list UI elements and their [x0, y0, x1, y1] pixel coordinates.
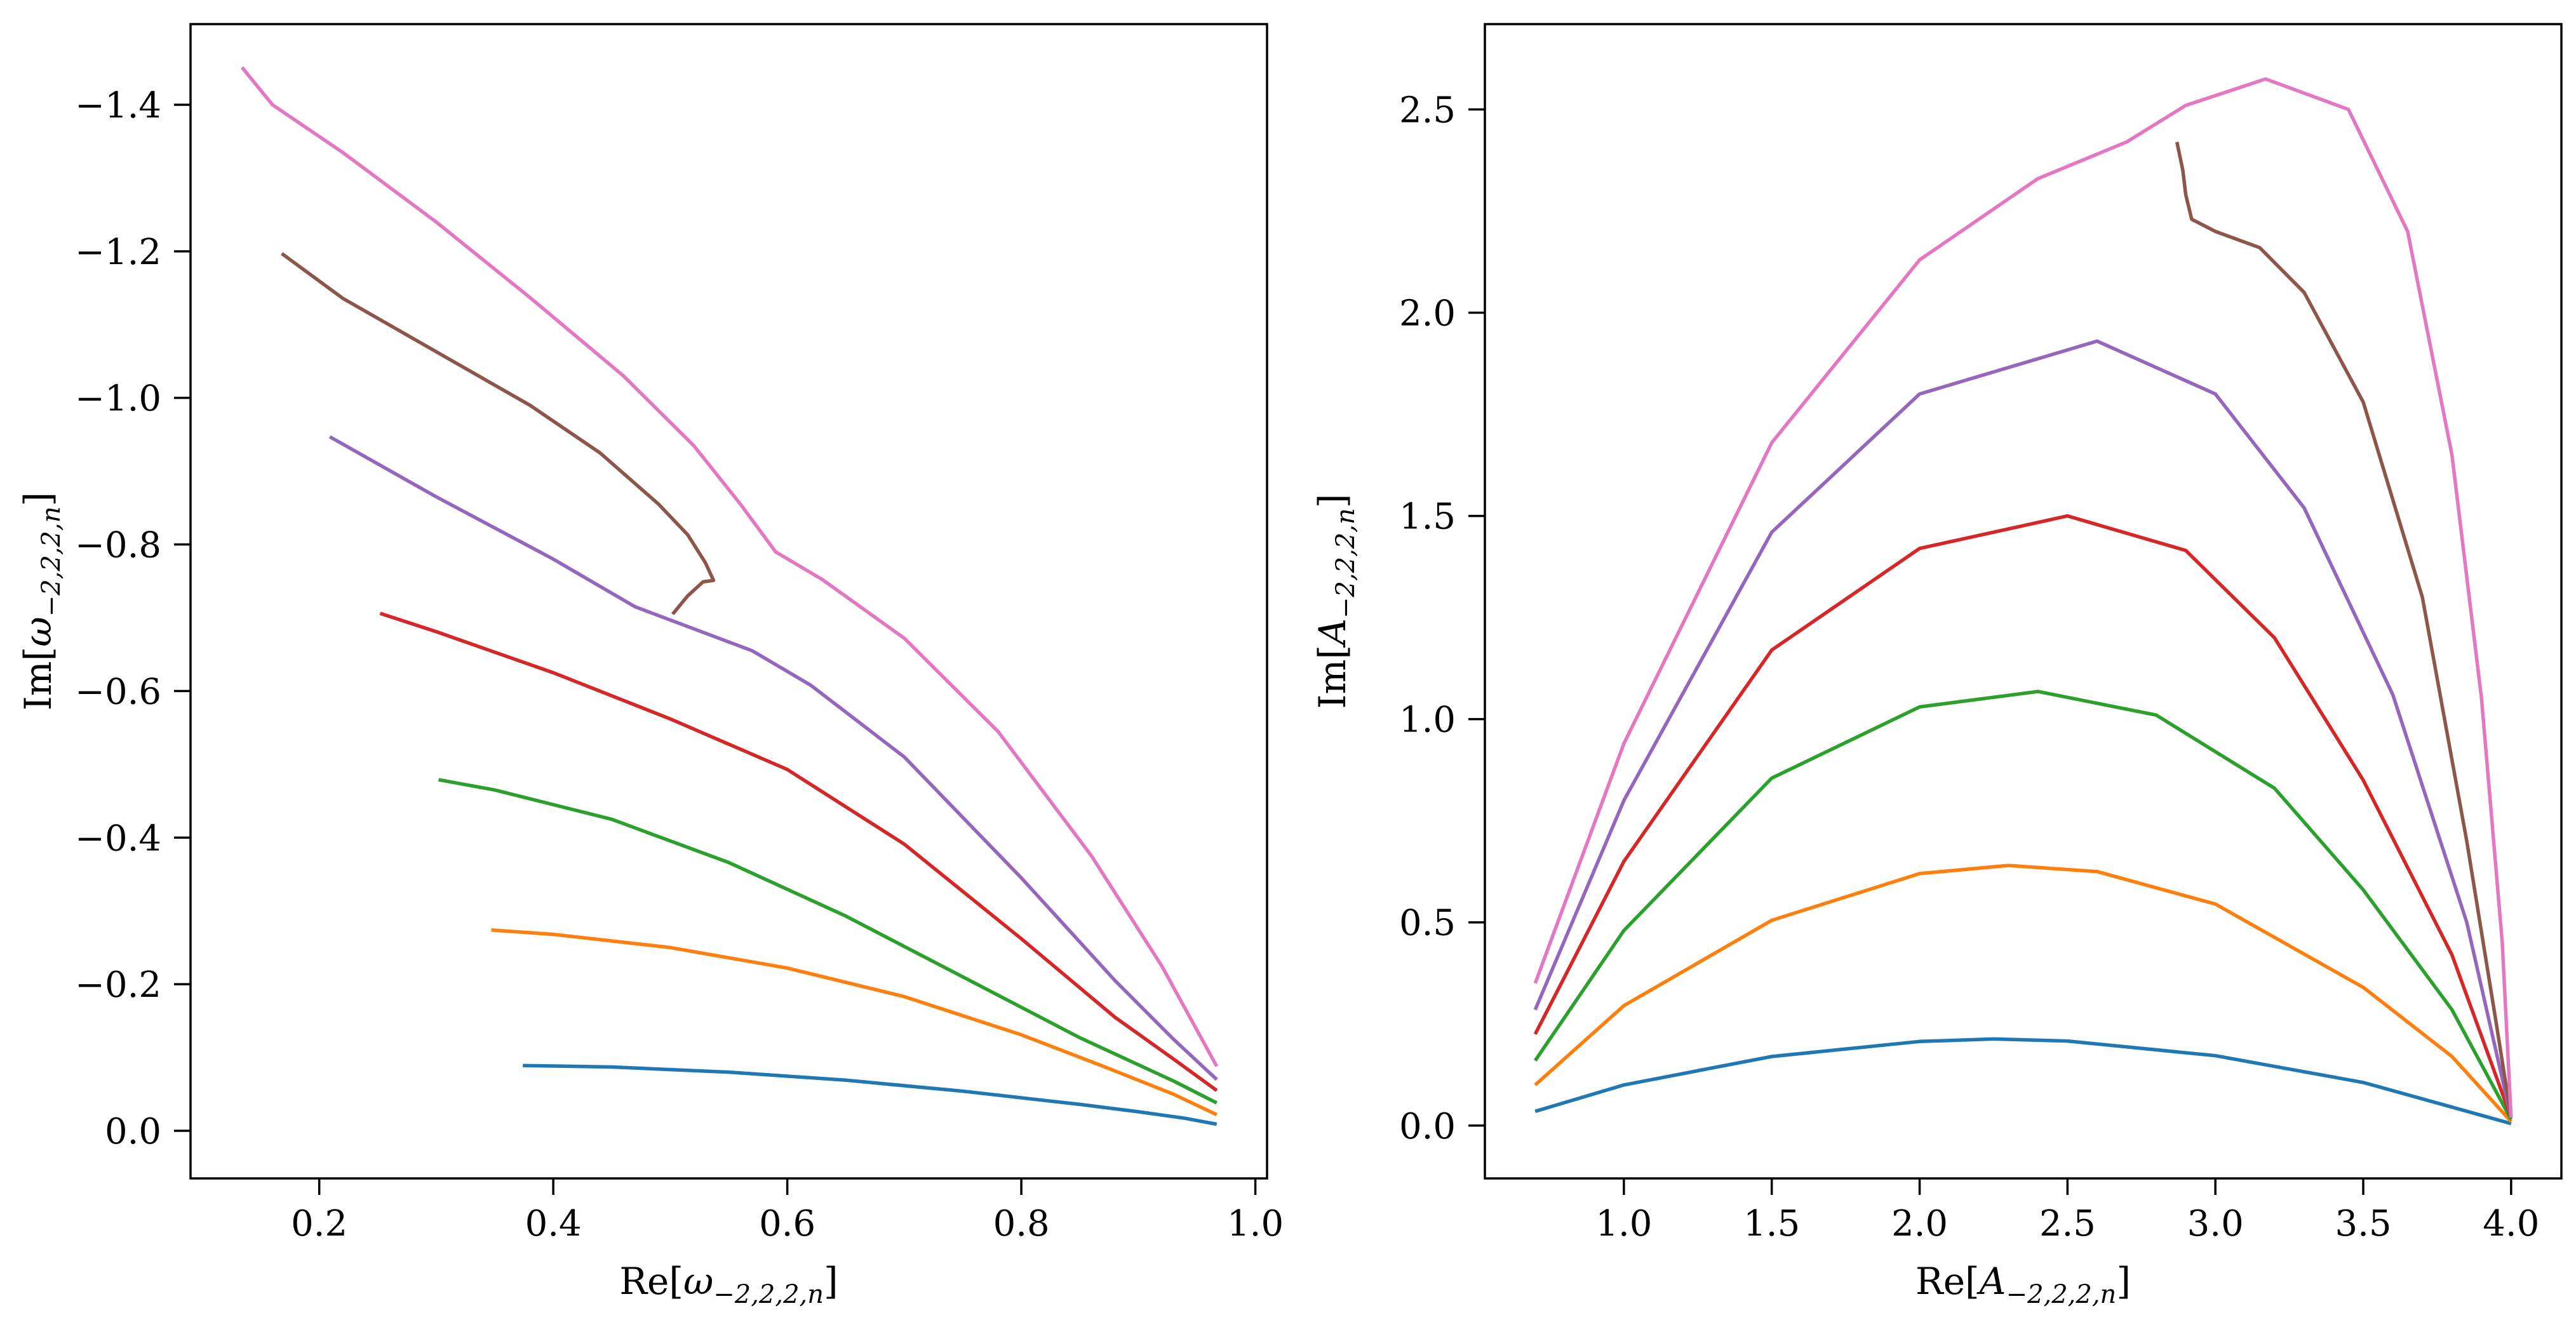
amplitude-plot-series	[1533, 77, 2513, 1126]
amplitude-plot-x-tick-label: 1.5	[1743, 1203, 1800, 1244]
omega-plot-series	[240, 66, 1219, 1126]
omega-plot-y-tick-label: −0.6	[75, 671, 161, 712]
amplitude-plot-y-axis-label: Im[A−2,2,2,n]	[1311, 494, 1360, 709]
omega-plot-x-tick-label: 0.2	[291, 1203, 347, 1244]
amplitude-plot-y-tick-label: 1.0	[1399, 700, 1456, 741]
amplitude-plot-y-tick-label: 2.0	[1399, 293, 1456, 335]
omega-plot-y-tick-label: −1.2	[75, 232, 161, 273]
omega-plot-y-tick-label: −0.4	[75, 818, 161, 859]
amplitude-plot-y-tick-label: 2.5	[1399, 90, 1456, 131]
omega-plot-x-tick-label: 0.4	[525, 1203, 582, 1244]
omega-plot-series-n-1	[491, 928, 1218, 1117]
amplitude-plot-x-tick-label: 1.0	[1595, 1203, 1652, 1244]
omega-plot-x-tick-label: 1.0	[1227, 1203, 1284, 1244]
amplitude-plot-ticks: 1.0 1.5 2.0 2.5 3.0 3.5 4.0 0.0 0.5 1.0 1.5 2.0 2.5	[1399, 90, 2539, 1244]
amplitude-plot-axes-frame	[1484, 23, 2563, 1180]
amplitude-plot-series-n-3	[1533, 514, 2513, 1118]
omega-plot-series-n-3	[379, 611, 1218, 1092]
amplitude-plot-x-axis-label: Re[A−2,2,2,n]	[1915, 1260, 2131, 1309]
amplitude-plot-x-tick-label: 4.0	[2483, 1203, 2539, 1244]
omega-plot-panel: 0.2 0.4 0.6 0.8 1.0 0.0 −0.2 −0.4 −0.6 −0.8 −1.0 −1…	[17, 23, 1284, 1309]
omega-plot-ticks: 0.2 0.4 0.6 0.8 1.0 0.0 −0.2 −0.4 −0.6 −0.8 −1.0 −1…	[75, 85, 1284, 1244]
amplitude-plot-x-tick-label: 3.5	[2335, 1203, 2391, 1244]
omega-plot-x-axis-label: Re[ω−2,2,2,n]	[619, 1260, 838, 1309]
omega-plot-y-axis-label: Im[ω−2,2,2,n]	[17, 492, 66, 710]
omega-plot-y-tick-label: −1.4	[75, 85, 161, 126]
amplitude-plot-y-tick-label: 0.0	[1399, 1106, 1456, 1147]
omega-plot-x-tick-label: 0.8	[993, 1203, 1050, 1244]
omega-plot-y-tick-label: −0.8	[75, 525, 161, 566]
amplitude-plot-y-tick-label: 1.5	[1399, 497, 1456, 538]
amplitude-plot-series-n-2	[1533, 690, 2513, 1121]
amplitude-plot-x-tick-label: 2.5	[2039, 1203, 2096, 1244]
amplitude-plot-x-tick-label: 2.0	[1891, 1203, 1948, 1244]
omega-plot-series-n-0	[523, 1063, 1218, 1126]
omega-plot-series-n-2	[438, 778, 1218, 1105]
omega-plot-y-tick-label: −0.2	[75, 964, 161, 1006]
amplitude-plot-series-n-0	[1534, 1037, 2512, 1126]
omega-plot-series-n-4	[328, 435, 1218, 1081]
amplitude-plot-panel: 1.0 1.5 2.0 2.5 3.0 3.5 4.00.00.51.01.52.02.5 …	[1311, 23, 2563, 1309]
amplitude-plot-y-tick-label: 0.5	[1399, 903, 1456, 944]
omega-plot-x-tick-label: 0.6	[759, 1203, 815, 1244]
omega-plot-series-n-5	[281, 252, 716, 615]
amplitude-plot-x-tick-label: 3.0	[2187, 1203, 2244, 1244]
amplitude-plot-series-n-1	[1534, 863, 2512, 1123]
omega-plot-axes-frame	[189, 23, 1268, 1180]
amplitude-plot-series-n-5	[2175, 142, 2513, 1118]
omega-plot-y-tick-label: −1.0	[75, 378, 161, 420]
amplitude-plot-series-n-4	[1533, 339, 2513, 1118]
omega-plot-y-tick-label: 0.0	[105, 1111, 161, 1152]
omega-plot-series-n-6	[240, 66, 1219, 1067]
amplitude-plot-series-n-6	[1533, 77, 2513, 1118]
